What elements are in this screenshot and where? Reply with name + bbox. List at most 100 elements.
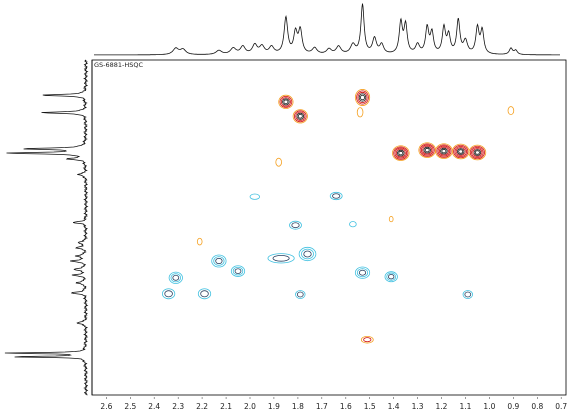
contour-ring bbox=[422, 145, 433, 155]
contour-ring bbox=[349, 221, 357, 228]
positive-cross-peak bbox=[360, 335, 374, 344]
contour-ring bbox=[278, 94, 294, 110]
x-tick-label: 1.9 bbox=[268, 402, 280, 411]
contour-ring bbox=[395, 148, 406, 158]
contour-ring bbox=[332, 193, 341, 199]
contour-ring bbox=[293, 110, 307, 123]
contour-ring bbox=[468, 144, 487, 161]
contour-ring bbox=[440, 147, 448, 155]
contour-ring bbox=[388, 216, 394, 223]
x-tick-label: 1.1 bbox=[460, 402, 472, 411]
contour-ring bbox=[507, 106, 515, 116]
contour-ring bbox=[384, 271, 398, 283]
contour-ring bbox=[458, 149, 464, 154]
x-tick-label: 2.5 bbox=[124, 402, 136, 411]
contour-ring bbox=[464, 291, 472, 298]
contour-ring bbox=[438, 146, 449, 156]
cross-peak-layer bbox=[161, 89, 515, 344]
negative-cross-peak bbox=[384, 271, 398, 283]
x-tick-label: 2.0 bbox=[244, 402, 256, 411]
x-tick-label: 1.5 bbox=[364, 402, 376, 411]
positive-cross-peak bbox=[196, 237, 203, 246]
x-tick-label: 2.1 bbox=[220, 402, 232, 411]
contour-ring bbox=[275, 157, 282, 167]
contour-ring bbox=[298, 246, 317, 262]
x-tick-label: 0.9 bbox=[507, 402, 519, 411]
positive-cross-peak bbox=[388, 216, 394, 223]
contour-ring bbox=[398, 150, 404, 156]
contour-ring bbox=[386, 272, 397, 281]
experiment-title: GS-6881-HSQC bbox=[94, 61, 144, 69]
contour-ring bbox=[232, 266, 244, 276]
contour-ring bbox=[329, 191, 343, 201]
contour-ring bbox=[356, 107, 364, 118]
positive-cross-peak bbox=[507, 106, 515, 116]
contour-ring bbox=[472, 148, 483, 157]
negative-cross-peak bbox=[230, 265, 246, 277]
x-tick-label: 1.6 bbox=[340, 402, 352, 411]
contour-ring bbox=[424, 147, 430, 153]
contour-ring bbox=[357, 91, 368, 104]
contour-ring bbox=[168, 271, 183, 284]
x-tick-label: 0.8 bbox=[531, 402, 543, 411]
positive-cross-peak bbox=[468, 144, 487, 161]
positive-cross-peak bbox=[356, 107, 364, 118]
contour-ring bbox=[474, 150, 480, 155]
contour-ring bbox=[397, 149, 405, 157]
negative-cross-peak bbox=[354, 266, 371, 279]
contour-ring bbox=[301, 248, 314, 260]
x-tick-label: 1.7 bbox=[316, 402, 328, 411]
positive-cross-peak bbox=[292, 109, 308, 124]
contour-ring bbox=[453, 144, 469, 159]
contour-ring bbox=[455, 147, 466, 156]
x-axis: 2.6 2.5 2.4 2.3 2.2 2.1 2.0 1.9 1.8 1.7 1.6 1.5 1.4 1… bbox=[100, 397, 567, 411]
negative-cross-peak bbox=[462, 290, 473, 299]
contour-ring bbox=[437, 145, 451, 157]
contour-ring bbox=[358, 269, 367, 276]
contour-ring bbox=[272, 255, 290, 262]
x-tick-label: 1.4 bbox=[388, 402, 400, 411]
contour-ring bbox=[423, 146, 431, 154]
contour-ring bbox=[230, 265, 246, 277]
contour-ring bbox=[296, 291, 304, 298]
contour-ring bbox=[462, 290, 473, 299]
contour-ring bbox=[297, 113, 303, 119]
x-tick-label: 1.8 bbox=[292, 402, 304, 411]
negative-cross-peak bbox=[249, 193, 260, 200]
contour-ring bbox=[170, 273, 182, 283]
contour-ring bbox=[420, 144, 434, 156]
contour-ring bbox=[215, 257, 223, 265]
contour-ring bbox=[360, 335, 374, 344]
x-tick-label: 2.6 bbox=[100, 402, 112, 411]
positive-cross-peak bbox=[354, 89, 371, 106]
left-projection bbox=[4, 59, 89, 396]
contour-ring bbox=[289, 220, 302, 230]
contour-ring bbox=[473, 149, 482, 156]
x-tick-label: 0.7 bbox=[555, 402, 567, 411]
contour-ring bbox=[358, 93, 367, 102]
positive-cross-peak bbox=[418, 142, 436, 158]
contour-ring bbox=[419, 143, 435, 157]
negative-cross-peak bbox=[211, 254, 227, 268]
negative-cross-peak bbox=[329, 191, 343, 201]
contour-ring bbox=[354, 89, 371, 106]
contour-ring bbox=[291, 222, 300, 229]
contour-ring bbox=[267, 253, 295, 264]
x-tick-label: 2.4 bbox=[148, 402, 160, 411]
negative-cross-peak bbox=[349, 221, 357, 228]
contour-ring bbox=[295, 290, 306, 299]
contour-ring bbox=[469, 145, 485, 160]
contour-ring bbox=[197, 288, 212, 300]
x-tick-label: 1.3 bbox=[412, 402, 424, 411]
contour-ring bbox=[392, 145, 410, 161]
contour-ring bbox=[393, 146, 409, 160]
contour-ring bbox=[471, 146, 484, 159]
contour-ring bbox=[283, 99, 289, 105]
contour-ring bbox=[388, 274, 395, 280]
contour-ring bbox=[196, 237, 203, 246]
negative-cross-peak bbox=[161, 288, 176, 300]
contour-ring bbox=[295, 111, 306, 122]
top-projection-trace bbox=[94, 3, 560, 56]
negative-cross-peak bbox=[298, 246, 317, 262]
